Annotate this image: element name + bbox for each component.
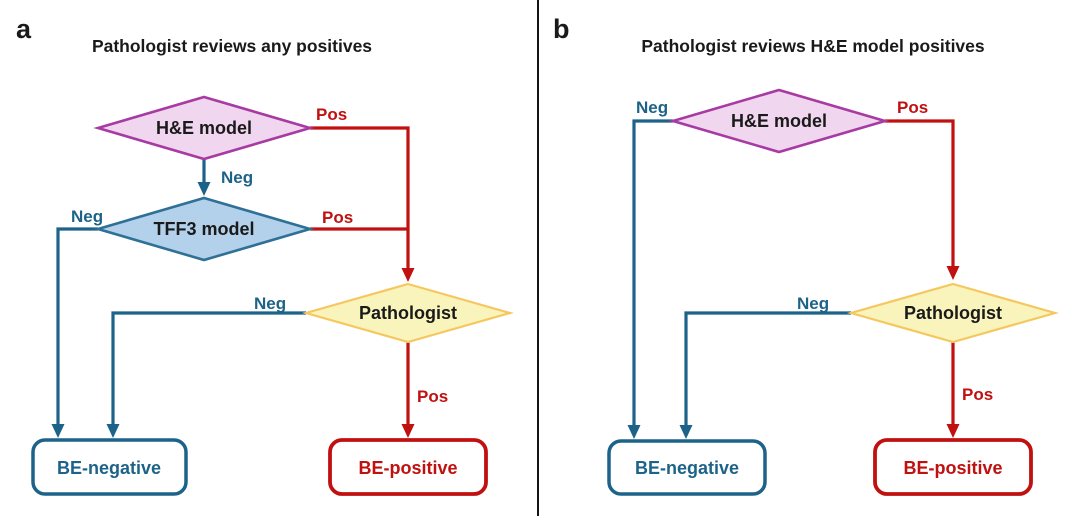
edge-a-he-pos-label: Pos [316, 105, 347, 124]
node-a-be-negative-box [31, 438, 188, 496]
edge-a-tff3-pos-label: Pos [322, 208, 353, 227]
panel-b-title: Pathologist reviews H&E model positives [641, 36, 985, 56]
node-a-tff3-model-diamond [93, 196, 315, 262]
edge-b-he-pos-arrowhead [946, 266, 960, 280]
edge-a-tff3-neg-line [56, 227, 98, 425]
panel-b-letter: b [553, 14, 570, 44]
edge-a-pathologist-neg-arrowhead [106, 424, 120, 438]
panel-a-edges [51, 126, 415, 438]
node-a-pathologist-diamond [301, 282, 515, 344]
edge-b-pathologist-neg-line [684, 311, 851, 426]
node-b-be-negative-box [607, 439, 767, 496]
panel-b-edges [627, 119, 960, 439]
node-b-pathologist-label: Pathologist [904, 303, 1002, 323]
edge-a-he-pos-line [310, 126, 410, 269]
edge-a-pathologist-neg-line [111, 311, 306, 425]
node-a-he-model-label: H&E model [156, 118, 252, 138]
panel-b-edge-labels: Neg Pos Neg Pos [636, 98, 993, 404]
node-a-tff3-model-label: TFF3 model [153, 219, 254, 239]
panel-b: b Pathologist reviews H&E model positive… [553, 14, 1060, 496]
node-a-be-negative-label: BE-negative [57, 458, 161, 478]
node-b-be-positive-label: BE-positive [903, 458, 1002, 478]
panel-a: a Pathologist reviews any positives [16, 14, 515, 496]
panel-a-letter: a [16, 14, 32, 44]
edge-a-pathologist-pos-arrowhead [401, 424, 415, 438]
edge-b-pathologist-pos-label: Pos [962, 385, 993, 404]
edge-b-pathologist-neg-label: Neg [797, 294, 829, 313]
node-b-he-model-label: H&E model [731, 111, 827, 131]
node-a-be-positive-label: BE-positive [358, 458, 457, 478]
panel-a-nodes: H&E model TFF3 model Pathologist BE-nega… [31, 95, 515, 496]
panel-b-nodes: H&E model Pathologist BE-negative BE-pos… [607, 88, 1060, 496]
edge-b-he-neg-line [632, 119, 673, 426]
edge-a-he-neg-arrowhead [197, 182, 211, 196]
node-b-he-model-diamond [668, 88, 890, 154]
edge-a-pathologist-pos-label: Pos [417, 387, 448, 406]
panel-a-title: Pathologist reviews any positives [92, 36, 372, 56]
edge-b-he-pos-line [885, 119, 955, 267]
edge-a-he-neg-label: Neg [221, 168, 253, 187]
node-b-pathologist-diamond [846, 282, 1060, 344]
edge-a-tff3-neg-label: Neg [71, 207, 103, 226]
panel-a-edge-labels: Pos Neg Neg Pos Neg Pos [71, 105, 448, 406]
edge-b-he-neg-arrowhead [627, 425, 641, 439]
node-a-he-model-diamond [93, 95, 315, 161]
edge-b-he-neg-label: Neg [636, 98, 668, 117]
edge-b-he-pos-label: Pos [897, 98, 928, 117]
edge-a-pathologist-neg-label: Neg [254, 294, 286, 313]
node-a-pathologist-label: Pathologist [359, 303, 457, 323]
edge-b-pathologist-neg-arrowhead [679, 425, 693, 439]
node-b-be-negative-label: BE-negative [635, 458, 739, 478]
edge-a-he-pos-arrowhead [401, 268, 415, 282]
edge-b-pathologist-pos-arrowhead [946, 424, 960, 438]
node-b-be-positive-box [873, 438, 1033, 496]
edge-a-tff3-neg-arrowhead [51, 424, 65, 438]
node-a-be-positive-box [328, 438, 488, 496]
